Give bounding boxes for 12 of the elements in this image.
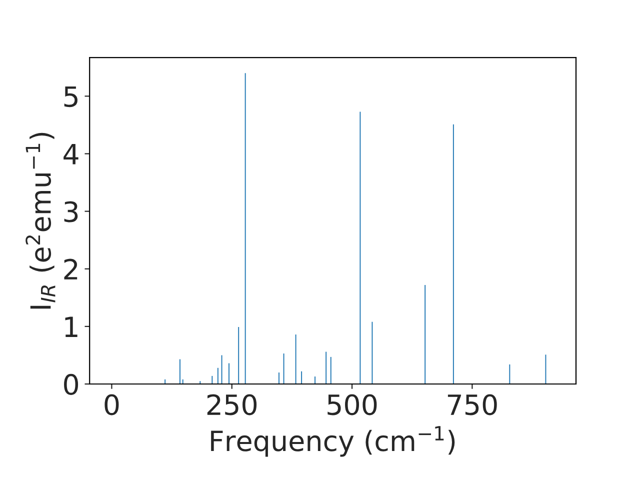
y-tick-label: 2: [64, 258, 78, 280]
y-tick-label: 4: [64, 144, 78, 164]
y-tick-label: 3: [64, 201, 78, 222]
x-tick-label: 250: [207, 394, 257, 416]
y-tick-label: 0: [64, 374, 78, 395]
y-tick-label: 1: [65, 316, 78, 337]
x-axis-title: Frequency (cm$^{−1}$): [211, 426, 455, 457]
x-tick-label: 750: [448, 394, 497, 416]
y-tick-label: 5: [64, 86, 78, 108]
x-tick-label: 0: [104, 394, 119, 416]
x-tick-label: 500: [328, 394, 377, 416]
y-axis-title: I$_{IR}$ (e$^{2}$emu$^{−1}$): [26, 132, 56, 309]
